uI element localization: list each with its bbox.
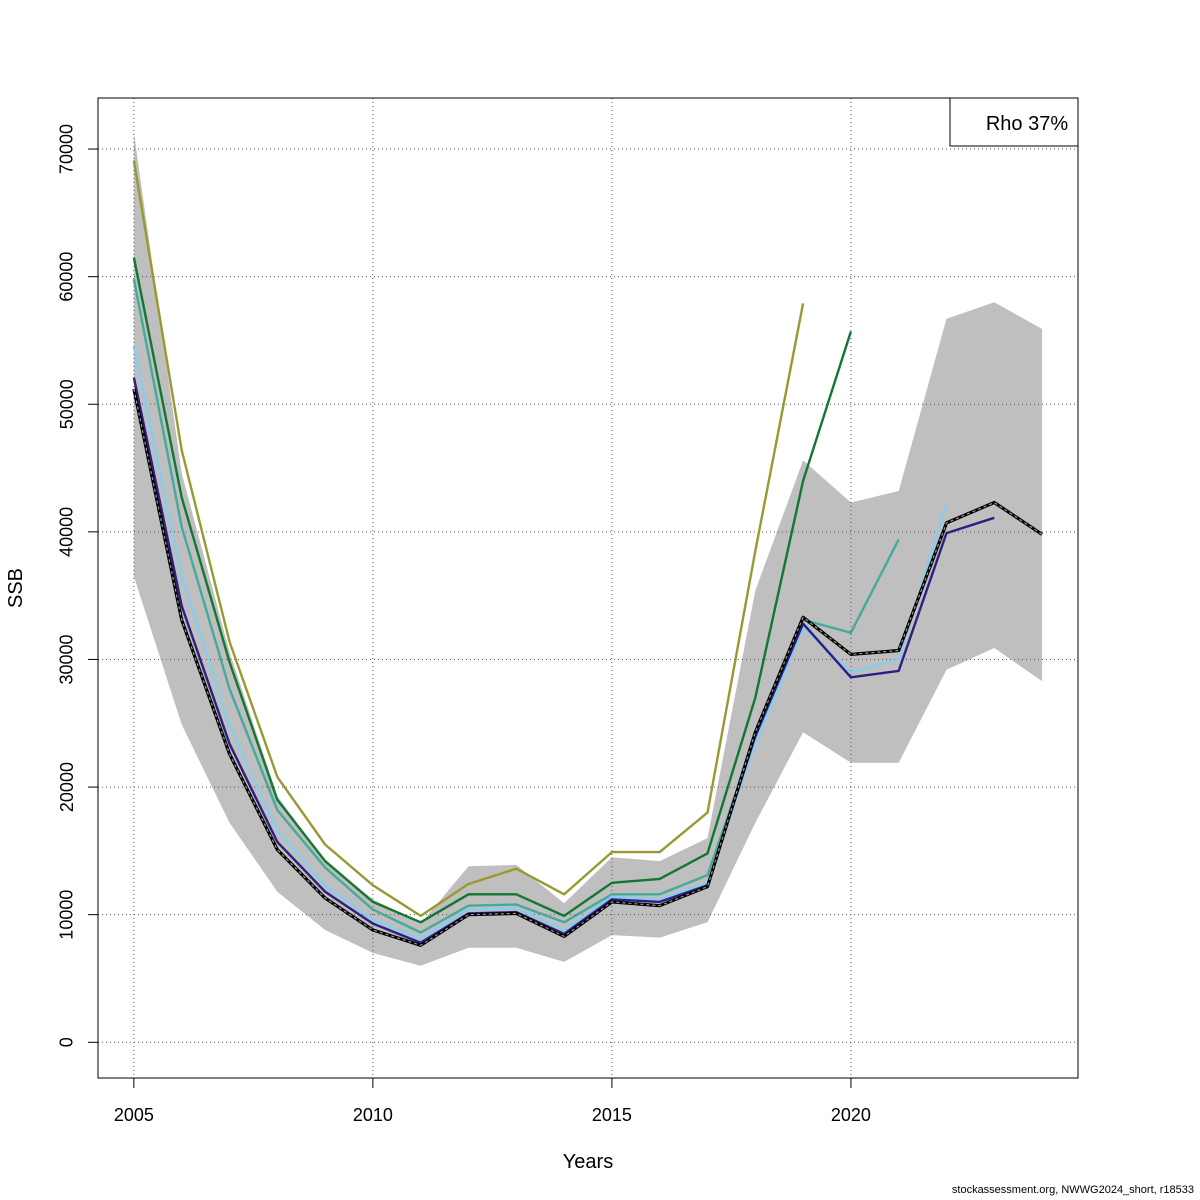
x-tick-label: 2010: [353, 1105, 393, 1125]
x-tick-label: 2005: [114, 1105, 154, 1125]
y-tick-label: 30000: [57, 634, 77, 684]
series-line: [132, 160, 805, 918]
confidence-band-area: [133, 132, 1043, 966]
y-tick-label: 70000: [57, 124, 77, 174]
legend-box: [949, 97, 1079, 147]
legend: Rho 37%: [949, 97, 1079, 147]
x-tick-label: 2020: [831, 1105, 871, 1125]
y-axis: 0 10000 20000 30000 40000 50000 60000 70000: [57, 124, 99, 1047]
series-line: [132, 346, 948, 941]
series-lines: [132, 160, 1043, 947]
confidence-band: [133, 132, 1043, 966]
x-tick-label: 2015: [592, 1105, 632, 1125]
series-line-dash: [133, 388, 1043, 946]
x-axis-title: Years: [563, 1151, 613, 1173]
y-tick-label: 50000: [57, 379, 77, 429]
series-line: [132, 377, 995, 944]
y-axis-title: SSB: [5, 568, 27, 608]
legend-label: Rho 37%: [986, 113, 1068, 135]
footer-credit: stockassessment.org, NWWG2024_short, r18…: [951, 1184, 1194, 1196]
y-tick-label: 60000: [57, 252, 77, 302]
series-line: [132, 257, 853, 924]
y-tick-label: 0: [57, 1037, 77, 1047]
y-tick-label: 40000: [57, 507, 77, 557]
grid: [98, 98, 1078, 1078]
x-axis: 2005 2010 2015 2020: [114, 1077, 871, 1125]
y-tick-label: 10000: [57, 890, 77, 940]
y-tick-label: 20000: [57, 762, 77, 812]
